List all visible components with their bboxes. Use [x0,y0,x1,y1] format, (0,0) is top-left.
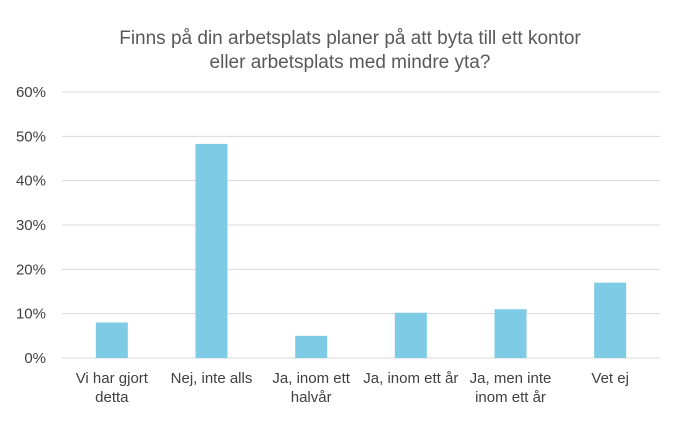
x-category-label: Nej, inte alls [171,370,253,387]
bar [95,322,128,358]
y-tick-label: 0% [24,350,46,367]
y-tick-label: 50% [16,128,46,145]
gridlines [62,91,660,359]
y-tick-label: 40% [16,173,46,190]
x-category-label: Vet ej [591,370,629,387]
bar [295,335,328,358]
bars [95,143,627,358]
x-category-label: Ja, inom ett år [363,370,458,387]
x-category-label: Ja, inom ett halvår [272,370,350,406]
y-tick-label: 20% [16,261,46,278]
chart-title-line-2: eller arbetsplats med mindre yta? [210,52,491,73]
y-tick-label: 30% [16,217,46,234]
bar [394,312,427,358]
bar [195,143,228,358]
chart-title-line-1: Finns på din arbetsplats planer på att b… [119,28,581,49]
y-axis-tick-labels: 0% 10% 20% 30% 40% 50% 60% [16,84,46,367]
chart-title: Finns på din arbetsplats planer på att b… [119,28,581,73]
x-category-label: Vi har gjort detta [76,370,149,406]
x-axis-category-labels: Vi har gjort detta Nej, inte alls Ja, inom … [76,370,629,406]
x-category-label: Ja, men inte inom ett år [470,370,552,406]
y-tick-label: 60% [16,84,46,101]
bar [494,309,527,358]
bar [594,282,627,358]
y-tick-label: 10% [16,306,46,323]
